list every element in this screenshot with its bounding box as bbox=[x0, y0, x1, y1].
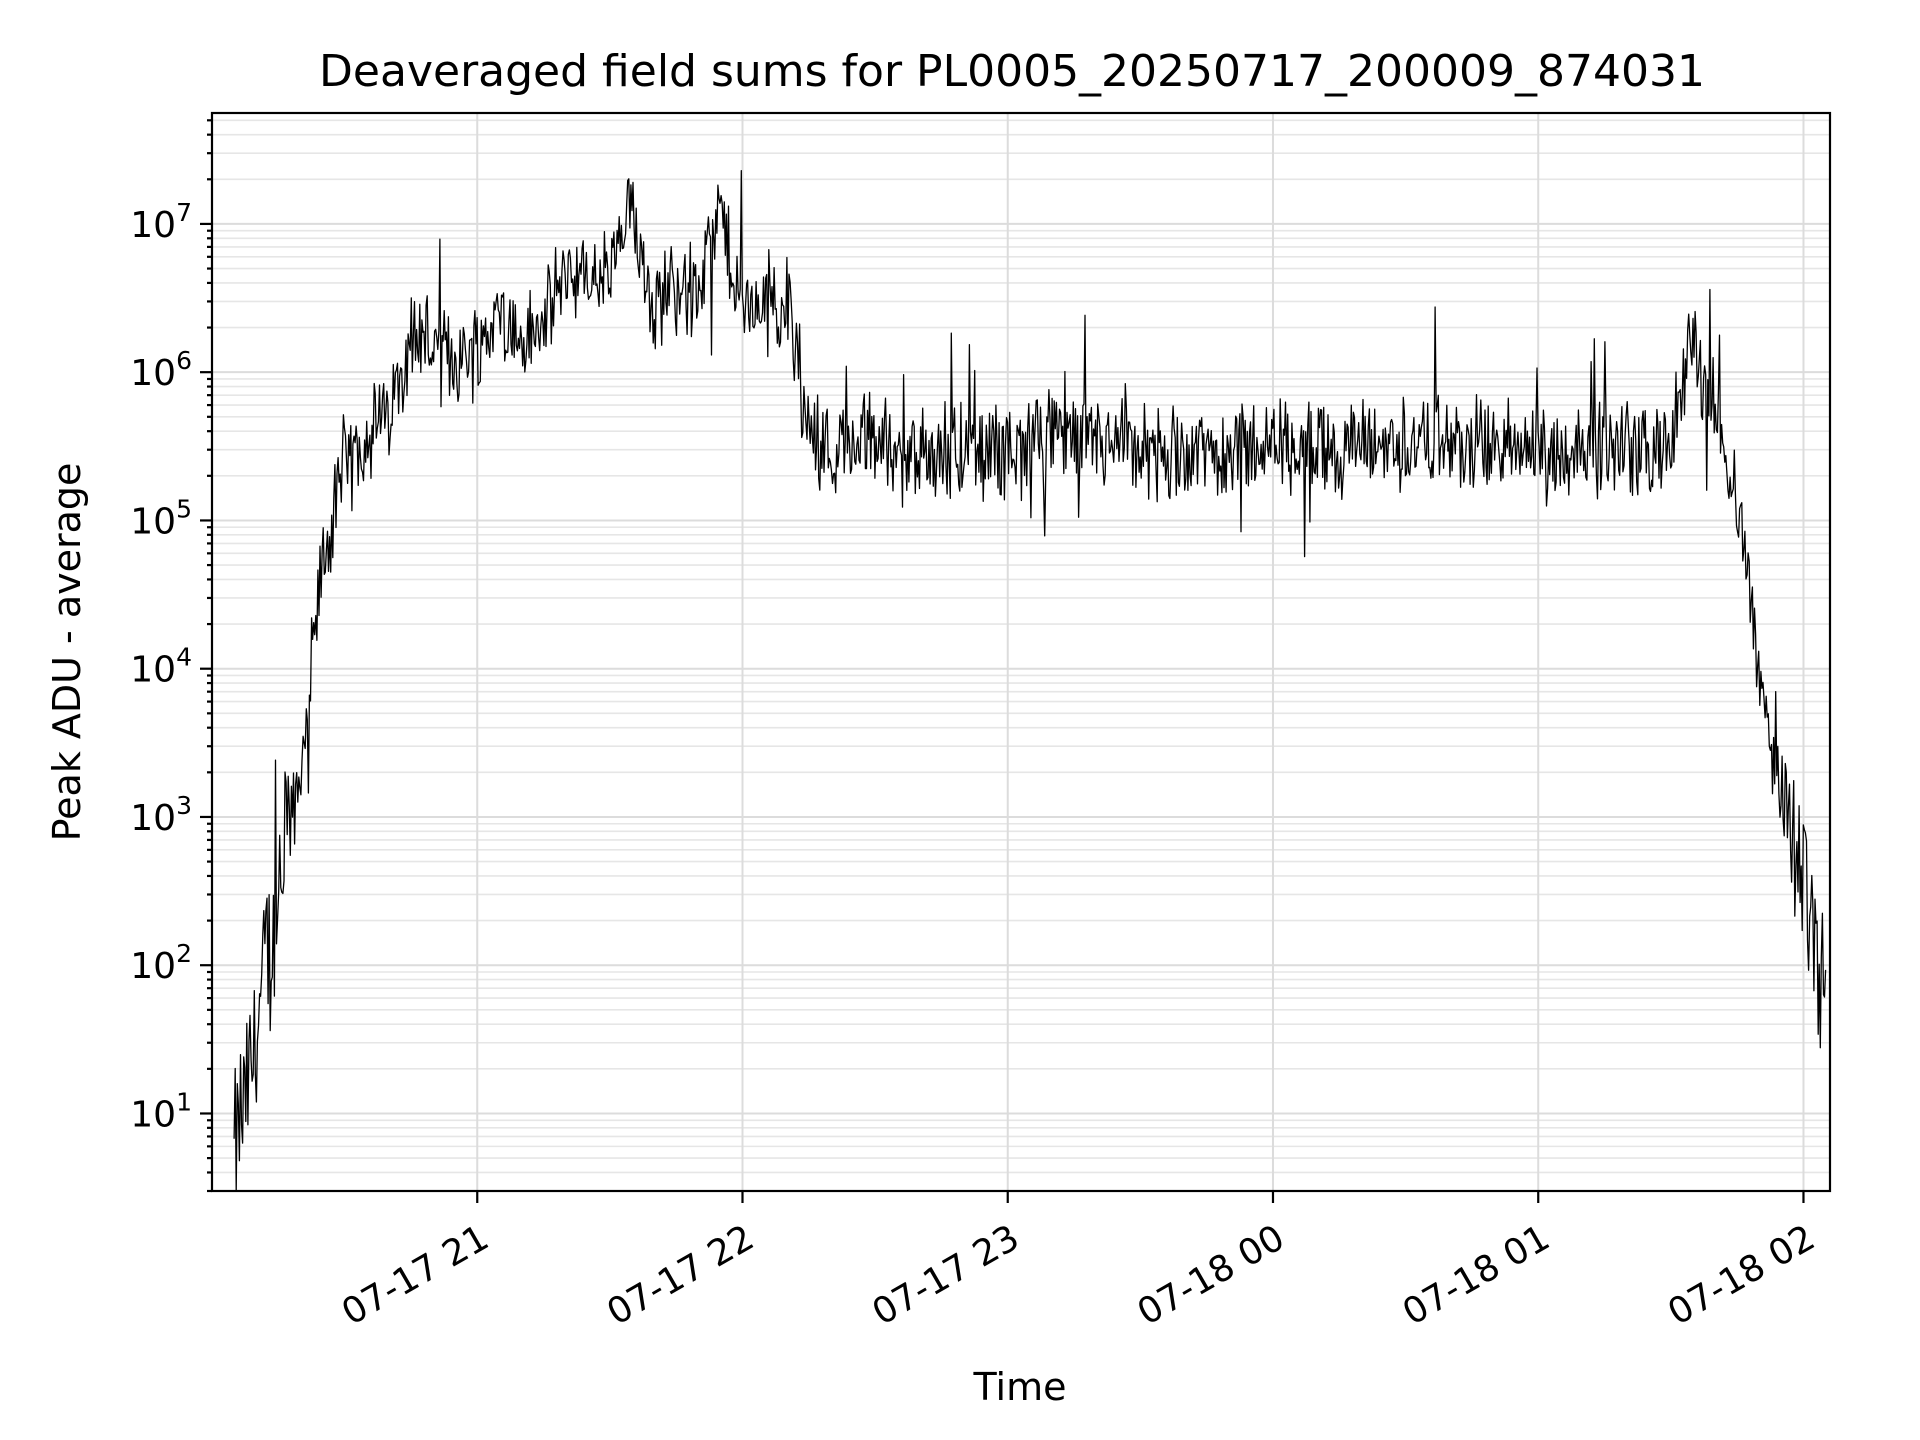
y-tick-label: 104 bbox=[130, 643, 192, 691]
x-axis-label: Time bbox=[973, 1365, 1067, 1409]
y-tick-base: 10 bbox=[130, 1094, 176, 1135]
y-tick-label: 102 bbox=[130, 939, 192, 987]
y-tick-label: 106 bbox=[130, 346, 192, 394]
y-tick-exponent: 4 bbox=[176, 643, 192, 672]
y-tick-base: 10 bbox=[130, 353, 176, 394]
y-tick-base: 10 bbox=[130, 650, 176, 691]
y-tick-exponent: 5 bbox=[176, 494, 192, 523]
series-line bbox=[233, 170, 1827, 1192]
y-tick-label: 103 bbox=[130, 791, 192, 839]
y-tick-base: 10 bbox=[130, 798, 176, 839]
chart-title: Deaveraged field sums for PL0005_2025071… bbox=[319, 46, 1705, 97]
y-tick-exponent: 7 bbox=[176, 198, 192, 227]
y-tick-exponent: 6 bbox=[176, 346, 192, 375]
y-tick-base: 10 bbox=[130, 501, 176, 542]
y-tick-label: 105 bbox=[130, 494, 192, 542]
y-tick-exponent: 2 bbox=[176, 939, 192, 968]
y-tick-exponent: 3 bbox=[176, 791, 192, 820]
y-axis-label: Peak ADU - average bbox=[45, 463, 89, 842]
y-tick-label: 101 bbox=[130, 1087, 192, 1135]
y-tick-label: 107 bbox=[130, 198, 192, 246]
y-tick-base: 10 bbox=[130, 205, 176, 246]
plot-frame bbox=[210, 111, 1832, 1193]
y-tick-exponent: 1 bbox=[176, 1087, 192, 1116]
y-tick-base: 10 bbox=[130, 946, 176, 987]
